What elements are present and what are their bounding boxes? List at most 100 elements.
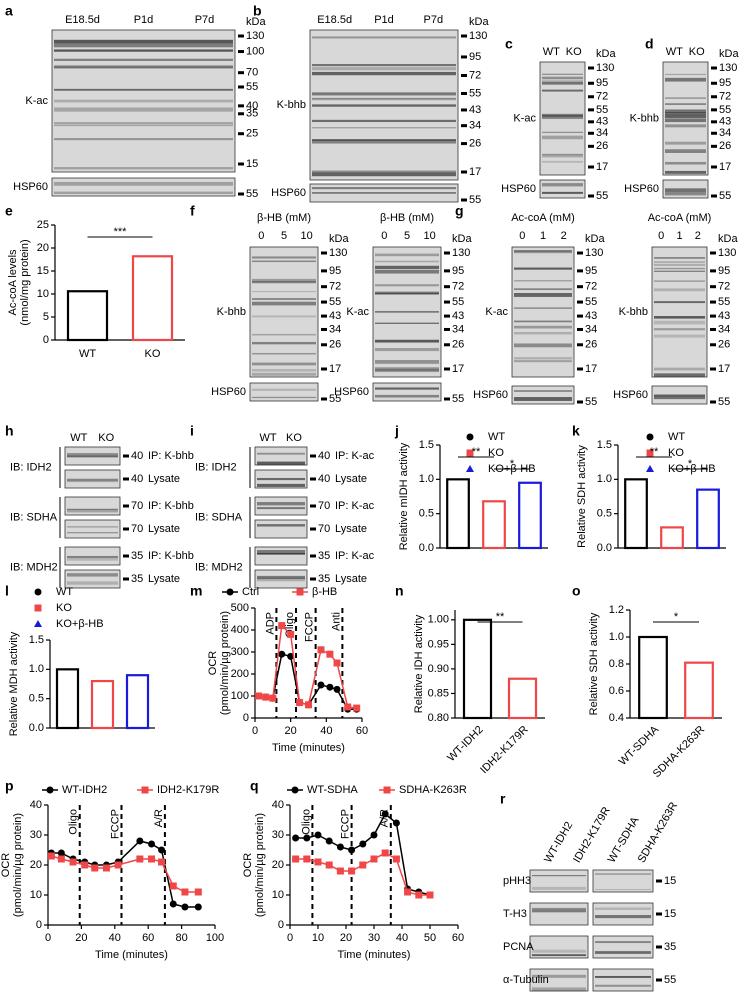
y-tick-label: 500 xyxy=(231,602,249,614)
marker-tick xyxy=(588,81,594,85)
data-point xyxy=(336,867,344,875)
marker-tick xyxy=(310,454,316,458)
blot-band xyxy=(514,331,572,335)
data-point xyxy=(47,852,55,860)
blot-band xyxy=(514,320,572,323)
blot-band xyxy=(654,334,705,338)
marker-label: 35 xyxy=(246,108,258,120)
blot-band xyxy=(532,974,586,978)
ib-label: IB: SDHA xyxy=(195,511,243,523)
bar xyxy=(507,677,538,720)
blot-band xyxy=(375,369,439,373)
marker-label: 72 xyxy=(718,281,730,293)
data-point xyxy=(370,855,378,863)
loading-label: HSP60 xyxy=(334,386,369,398)
panel-label: n xyxy=(395,583,404,599)
loading-label: HSP60 xyxy=(613,389,648,401)
data-point xyxy=(169,900,177,908)
data-point xyxy=(305,701,312,709)
x-tick-label: 0 xyxy=(287,932,293,944)
marker-label: 34 xyxy=(585,323,597,335)
marker-tick xyxy=(123,554,129,558)
target-label: K-ac xyxy=(513,112,536,124)
blot-band xyxy=(312,127,456,129)
blot-band xyxy=(257,552,305,555)
marker-tick xyxy=(238,104,244,108)
legend-label: SDHA-K263R xyxy=(399,784,467,796)
marker-label: 25 xyxy=(246,128,258,140)
marker-label: 17 xyxy=(452,363,464,375)
marker-tick xyxy=(310,477,316,481)
blot-band xyxy=(654,263,705,266)
marker-label: 55 xyxy=(329,393,341,405)
blot-band xyxy=(312,187,456,190)
y-axis-label: OCR xyxy=(207,651,219,676)
marker-label: 95 xyxy=(719,77,731,89)
bar xyxy=(638,635,668,720)
blot-band xyxy=(375,339,439,343)
bar xyxy=(125,674,150,730)
marker-label: 55 xyxy=(246,81,258,93)
marker-label: 70 xyxy=(318,500,330,512)
data-point xyxy=(326,683,334,691)
marker-tick xyxy=(238,192,244,196)
x-tick-label: 50 xyxy=(424,932,436,944)
blot-band xyxy=(595,907,651,910)
blot-band xyxy=(257,483,305,487)
data-point xyxy=(262,693,270,701)
marker-tick xyxy=(310,577,316,581)
marker-tick xyxy=(461,74,467,78)
marker-tick xyxy=(710,343,716,347)
marker-tick xyxy=(710,367,716,371)
bar xyxy=(684,661,714,720)
lane-label: E18.5d xyxy=(65,14,100,26)
marker-label: 43 xyxy=(596,116,608,128)
marker-tick xyxy=(711,108,717,112)
blot-band xyxy=(665,170,706,174)
blot-band xyxy=(252,301,316,306)
lane-label: 5 xyxy=(404,230,410,242)
y-tick-label: 1.0 xyxy=(419,473,434,485)
blot xyxy=(249,382,319,402)
row-label: T-H3 xyxy=(503,908,527,920)
y-tick-label: 0.0 xyxy=(419,542,434,554)
marker-label: 70 xyxy=(318,523,330,535)
x-tick-label: 20 xyxy=(75,932,87,944)
treatment-label: Ac-coA (mM) xyxy=(511,212,575,224)
data-point xyxy=(326,650,334,658)
marker-label: 35 xyxy=(318,550,330,562)
marker-tick xyxy=(310,554,316,558)
marker-tick xyxy=(461,124,467,128)
marker-label: 43 xyxy=(329,310,341,322)
bar xyxy=(90,679,115,730)
blot xyxy=(254,496,308,516)
panel-label: c xyxy=(505,36,513,52)
marker-label: 55 xyxy=(452,296,464,308)
blot-band xyxy=(54,181,233,186)
data-point xyxy=(370,831,378,839)
blot-band xyxy=(54,43,233,48)
y-tick-label: 5 xyxy=(43,311,49,323)
blot-band xyxy=(375,284,439,287)
lane-label: KO xyxy=(689,46,705,58)
lane-label: WT xyxy=(666,46,683,58)
y-tick-label: 0 xyxy=(36,919,42,931)
ib-label: IB: SDHA xyxy=(10,511,58,523)
blot-band xyxy=(375,291,439,295)
blot xyxy=(539,61,586,176)
legend-symbol xyxy=(46,786,54,794)
y-tick-label: 1.0 xyxy=(597,473,612,485)
y-tick-label: 1.5 xyxy=(29,634,44,646)
legend-label: IDH2-K179R xyxy=(157,784,219,796)
blot-band xyxy=(67,478,118,482)
data-point xyxy=(194,888,202,896)
marker-label: 15 xyxy=(664,875,676,887)
data-point xyxy=(278,622,286,630)
marker-label: 72 xyxy=(469,69,481,81)
blot-band xyxy=(67,455,118,458)
marker-label: 130 xyxy=(718,247,736,259)
blot-band xyxy=(252,260,316,263)
blot-band xyxy=(375,311,439,313)
marker-label: 130 xyxy=(469,30,487,42)
y-axis-label: Relative SDH activity xyxy=(576,445,588,548)
